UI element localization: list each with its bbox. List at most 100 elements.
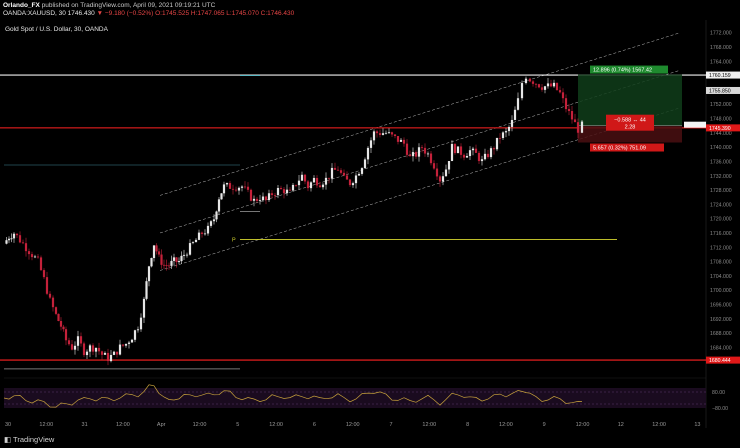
- candle-body: [414, 152, 418, 157]
- candle-body: [516, 98, 520, 110]
- candle-body: [276, 187, 280, 196]
- candle-body: [288, 189, 292, 191]
- candle-body: [411, 152, 415, 157]
- osc-tick-label: 80.00: [712, 390, 725, 396]
- candle-body: [39, 257, 43, 271]
- candle-body: [127, 342, 131, 344]
- candle-body: [318, 185, 322, 188]
- candle-body: [264, 196, 268, 201]
- candle-body: [255, 198, 259, 201]
- candle-body: [580, 121, 584, 133]
- candle-body: [366, 147, 370, 160]
- candle-body: [534, 83, 538, 85]
- candle-body: [306, 181, 310, 189]
- candle-body: [486, 153, 490, 158]
- x-tick-label: 8: [466, 422, 469, 428]
- candle-body: [112, 351, 116, 355]
- candle-body: [564, 98, 568, 110]
- candle-body: [405, 143, 409, 155]
- y-tick-label: 1772.000: [710, 31, 732, 37]
- candle-body: [150, 258, 153, 267]
- stop-zone[interactable]: [578, 125, 682, 143]
- target-label: 12.896 (0.74%) 1567.42: [593, 68, 652, 74]
- y-tick-label: 1704.000: [710, 274, 732, 280]
- y-tick-label: 1736.000: [710, 159, 732, 165]
- author[interactable]: Orlando_FX: [3, 2, 40, 9]
- candle-body: [21, 242, 25, 244]
- candle-body: [567, 109, 571, 112]
- candle-body: [103, 352, 107, 355]
- tradingview-logo[interactable]: ◧ TradingView: [4, 435, 55, 444]
- candle-body: [387, 132, 391, 134]
- x-tick-label: 30: [5, 422, 11, 428]
- candle-body: [261, 196, 265, 201]
- candle-body: [228, 183, 232, 189]
- risk-ratio-label: 2.28: [625, 125, 636, 131]
- candle-body: [303, 174, 307, 182]
- candle-body: [561, 92, 565, 99]
- candle-body: [354, 175, 358, 184]
- candle-body: [145, 281, 148, 299]
- candle-body: [543, 86, 547, 90]
- candle-body: [399, 139, 403, 142]
- candle-body: [234, 189, 238, 191]
- candle-body: [45, 277, 49, 294]
- candle-body: [62, 326, 65, 330]
- candle-body: [172, 257, 176, 261]
- y-tick-label: 1684.000: [710, 345, 732, 351]
- candle-body: [88, 345, 92, 352]
- candle-body: [220, 193, 223, 200]
- candle-body: [524, 78, 528, 84]
- candle-body: [540, 87, 544, 90]
- x-tick-label: 12:00: [116, 422, 130, 428]
- candle-body: [393, 134, 397, 137]
- candle-body: [450, 143, 454, 162]
- candle-body: [73, 345, 77, 350]
- candle-body: [118, 344, 122, 355]
- candle-body: [477, 152, 481, 162]
- y-tick-label: 1696.000: [710, 302, 732, 308]
- candle-body: [453, 143, 457, 154]
- candle-body: [339, 170, 343, 173]
- candle-body: [501, 132, 505, 139]
- candle-body: [381, 133, 385, 135]
- candle-body: [462, 154, 466, 158]
- candle-body: [194, 239, 198, 243]
- price: 1746.430: [67, 10, 95, 17]
- y-tick-label: 1744.000: [710, 131, 732, 137]
- candle-body: [27, 251, 31, 255]
- candle-body: [297, 180, 301, 186]
- candle-body: [363, 159, 367, 169]
- candle-body: [209, 221, 213, 226]
- candle-body: [222, 184, 226, 194]
- candle-body: [217, 199, 221, 212]
- y-tick-label: 1692.000: [710, 317, 732, 323]
- candle-body: [12, 233, 16, 239]
- ohlc: O:1745.525 H:1747.065 L:1745.070 C:1746.…: [155, 10, 295, 17]
- candle-body: [70, 344, 74, 350]
- candle-body: [106, 352, 110, 362]
- candle-body: [321, 184, 325, 188]
- price-axis-bg: [706, 20, 740, 435]
- candle-body: [152, 245, 156, 259]
- candle-body: [30, 254, 34, 258]
- candle-body: [351, 183, 355, 186]
- candle-body: [85, 351, 89, 356]
- candle-body: [546, 83, 550, 87]
- candle-body: [456, 146, 460, 154]
- level-price-label: 1680.444: [709, 358, 731, 364]
- candle-body: [124, 343, 128, 346]
- candle-body: [258, 200, 262, 201]
- candle-body: [468, 150, 472, 157]
- target-label-bg: [590, 65, 668, 74]
- x-tick-label: Apr: [157, 422, 166, 428]
- x-tick-label: 9: [543, 422, 546, 428]
- candle-body: [513, 109, 517, 120]
- y-tick-label: 1764.000: [710, 59, 732, 65]
- channel-lower: [159, 107, 681, 271]
- candle-body: [435, 168, 439, 177]
- candle-body: [175, 257, 178, 263]
- candle-body: [333, 167, 337, 170]
- candle-body: [147, 266, 151, 282]
